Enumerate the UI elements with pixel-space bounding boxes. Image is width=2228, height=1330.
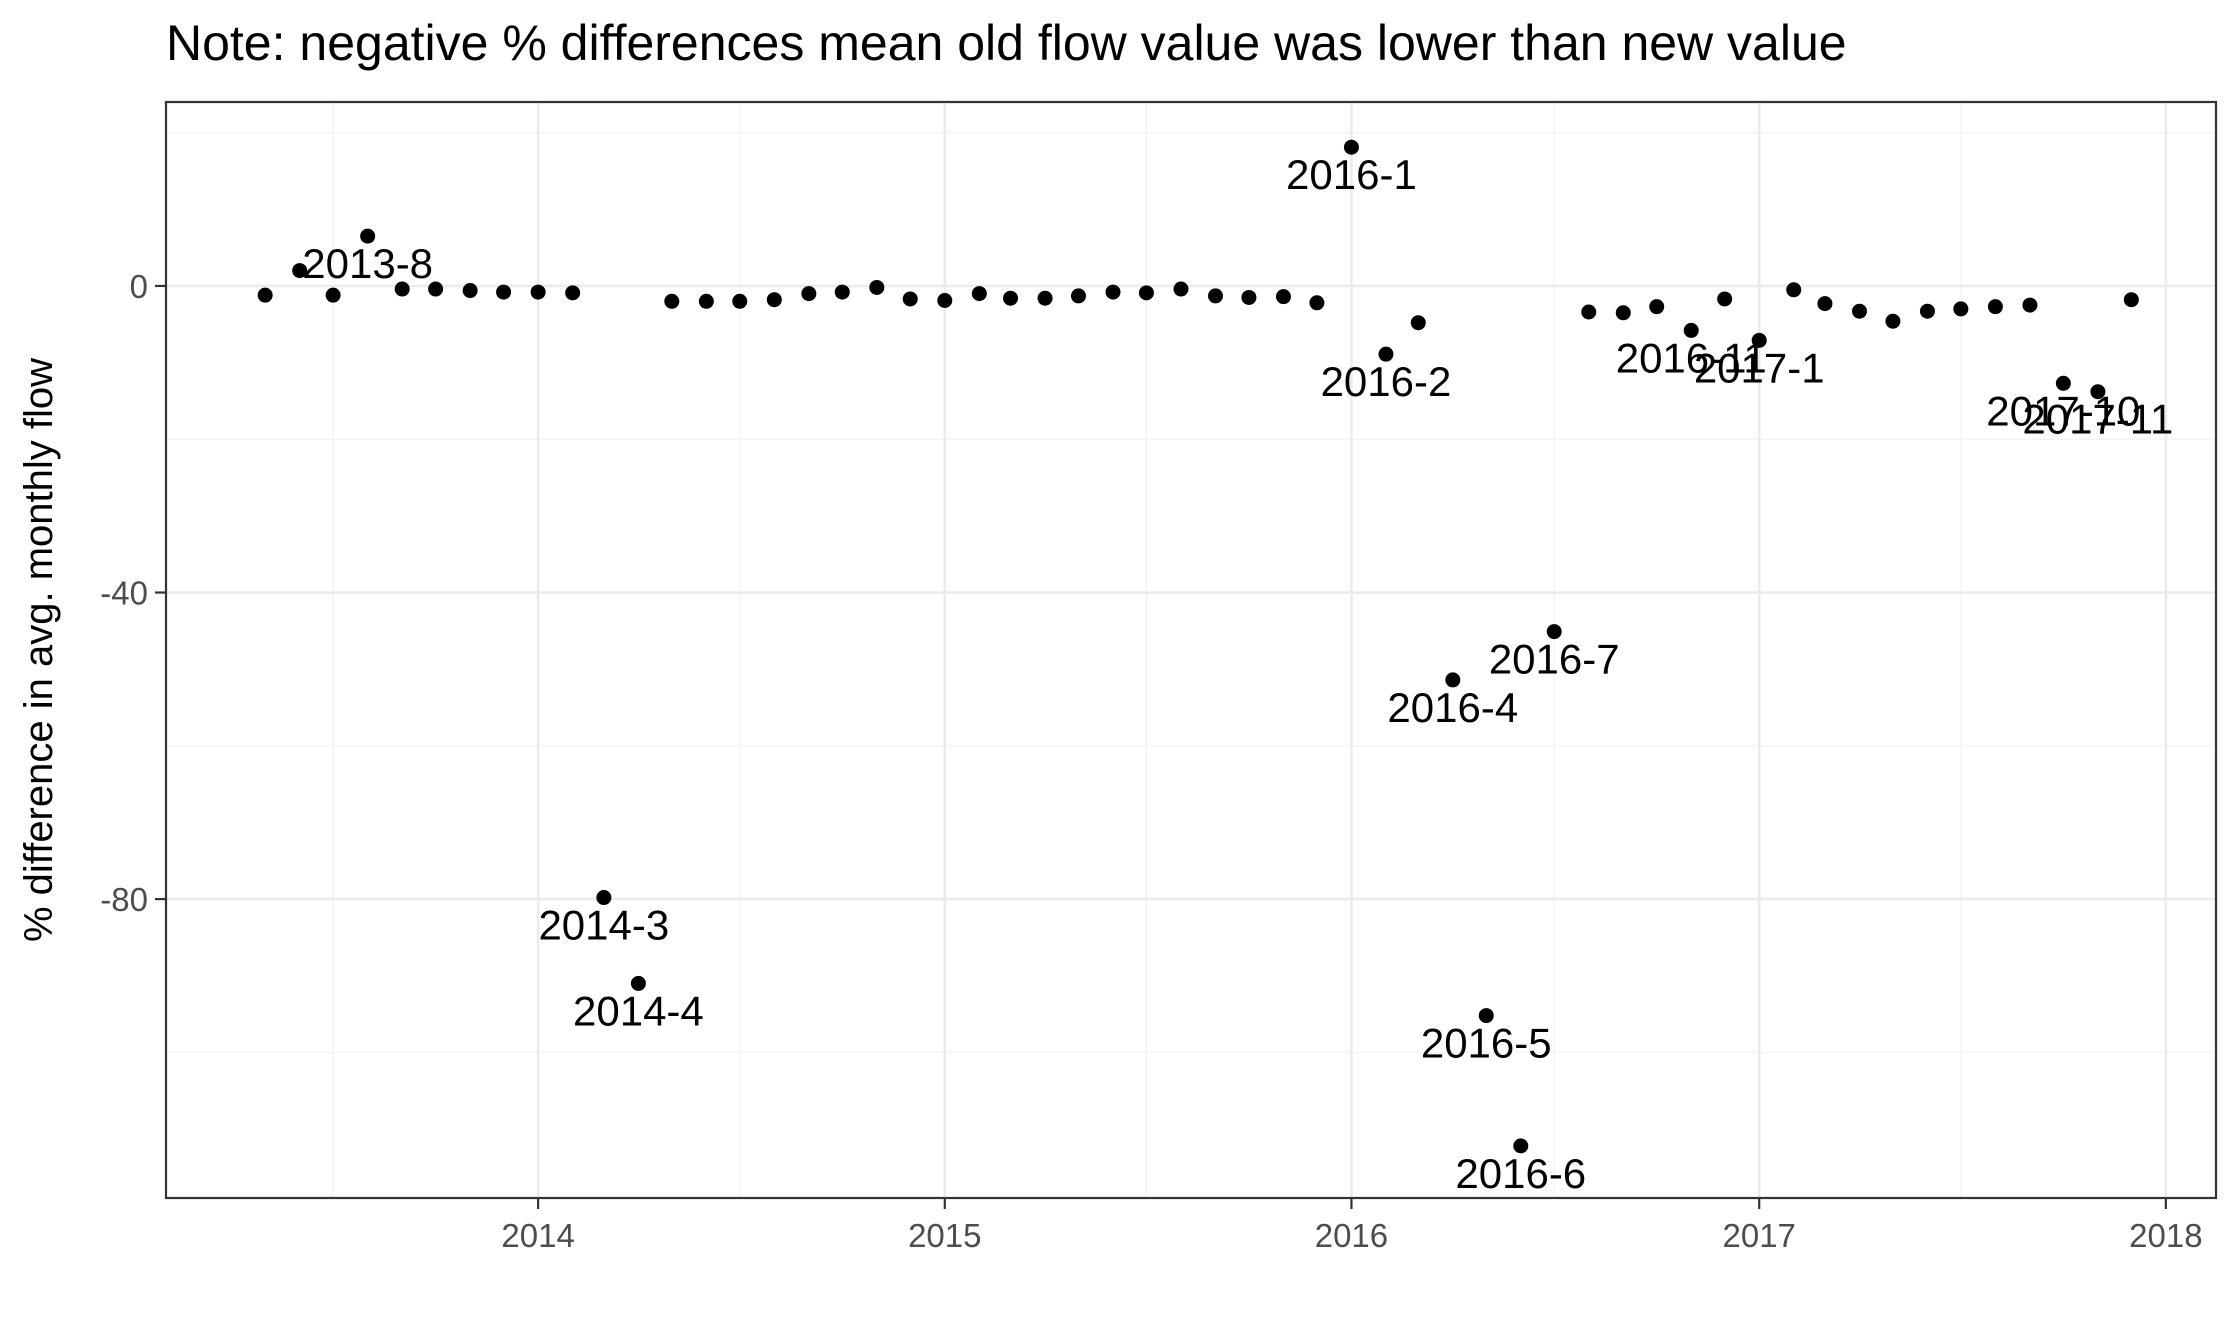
points-layer xyxy=(257,139,2139,1154)
data-point xyxy=(1919,303,1935,319)
data-point xyxy=(1851,303,1867,319)
data-point xyxy=(1751,332,1767,348)
chart-title: Note: negative % differences mean old fl… xyxy=(166,15,1847,71)
data-point xyxy=(732,293,748,309)
data-point xyxy=(1343,139,1359,155)
x-tick-label: 2017 xyxy=(1722,1217,1795,1254)
point-label: 2014-4 xyxy=(573,987,704,1034)
axes-layer: 2014 2015 2016 2017 2018 0 -40 -80 xyxy=(100,268,2202,1254)
data-point xyxy=(1208,288,1224,304)
point-label: 2017-10 xyxy=(1986,387,2140,434)
data-point xyxy=(1546,624,1562,640)
data-point xyxy=(462,283,478,299)
data-point xyxy=(1173,281,1189,297)
data-point xyxy=(2022,297,2038,313)
point-label: 2017-11 xyxy=(2022,396,2173,443)
data-point xyxy=(1615,305,1631,321)
data-point xyxy=(394,281,410,297)
grid-layer xyxy=(166,102,2216,1198)
data-point xyxy=(2055,375,2071,391)
data-point xyxy=(1478,1008,1494,1024)
point-label: 2016-11 xyxy=(1616,334,1767,381)
data-point xyxy=(596,890,612,906)
point-label: 2016-1 xyxy=(1286,151,1417,198)
data-point xyxy=(971,286,987,302)
data-point xyxy=(1953,301,1969,317)
y-axis-label: % difference in avg. monthly flow xyxy=(17,358,61,942)
data-point xyxy=(1513,1138,1529,1154)
data-point xyxy=(1410,315,1426,331)
data-point xyxy=(2123,292,2139,308)
point-label: 2013-8 xyxy=(302,240,433,287)
data-point xyxy=(2090,384,2106,400)
point-label: 2016-2 xyxy=(1321,358,1452,405)
point-label: 2016-7 xyxy=(1489,636,1620,683)
data-point xyxy=(565,285,581,301)
data-point xyxy=(1817,296,1833,312)
data-point xyxy=(902,291,918,307)
point-labels-layer: 2013-82014-32014-42016-12016-22016-42016… xyxy=(302,151,2173,1197)
data-point xyxy=(325,287,341,303)
data-point xyxy=(1378,346,1394,362)
data-point xyxy=(1786,282,1802,298)
data-point xyxy=(1717,291,1733,307)
data-point xyxy=(1885,313,1901,329)
data-point xyxy=(1683,322,1699,338)
data-point xyxy=(630,975,646,991)
point-label: 2016-6 xyxy=(1455,1150,1586,1197)
data-point xyxy=(1581,304,1597,320)
data-point xyxy=(360,228,376,244)
point-label: 2014-3 xyxy=(538,902,669,949)
data-point xyxy=(766,292,782,308)
x-tick-label: 2018 xyxy=(2129,1217,2202,1254)
data-point xyxy=(834,284,850,300)
data-point xyxy=(1070,288,1086,304)
data-point xyxy=(1445,672,1461,688)
point-label: 2017-1 xyxy=(1694,344,1825,391)
data-point xyxy=(496,284,512,300)
data-point xyxy=(292,263,308,279)
data-point xyxy=(257,287,273,303)
data-point xyxy=(801,286,817,302)
point-label: 2016-4 xyxy=(1387,684,1518,731)
data-point xyxy=(664,293,680,309)
data-point xyxy=(1003,290,1019,306)
data-point xyxy=(1987,299,2003,315)
data-point xyxy=(1649,299,1665,315)
point-label: 2016-5 xyxy=(1421,1020,1552,1067)
data-point xyxy=(1309,295,1325,311)
data-point xyxy=(869,279,885,295)
x-tick-label: 2014 xyxy=(501,1217,574,1254)
panel-border xyxy=(164,100,2218,1200)
x-tick-label: 2015 xyxy=(908,1217,981,1254)
x-tick-label: 2016 xyxy=(1315,1217,1388,1254)
data-point xyxy=(698,293,714,309)
data-point xyxy=(530,284,546,300)
y-tick-label: -80 xyxy=(100,881,148,918)
data-point xyxy=(1241,289,1257,305)
data-point xyxy=(1275,289,1291,305)
y-tick-label: 0 xyxy=(130,268,148,305)
data-point xyxy=(428,281,444,297)
data-point xyxy=(1138,285,1154,301)
data-point xyxy=(1037,290,1053,306)
data-point xyxy=(1105,284,1121,300)
y-tick-label: -40 xyxy=(100,575,148,612)
data-point xyxy=(937,293,953,309)
